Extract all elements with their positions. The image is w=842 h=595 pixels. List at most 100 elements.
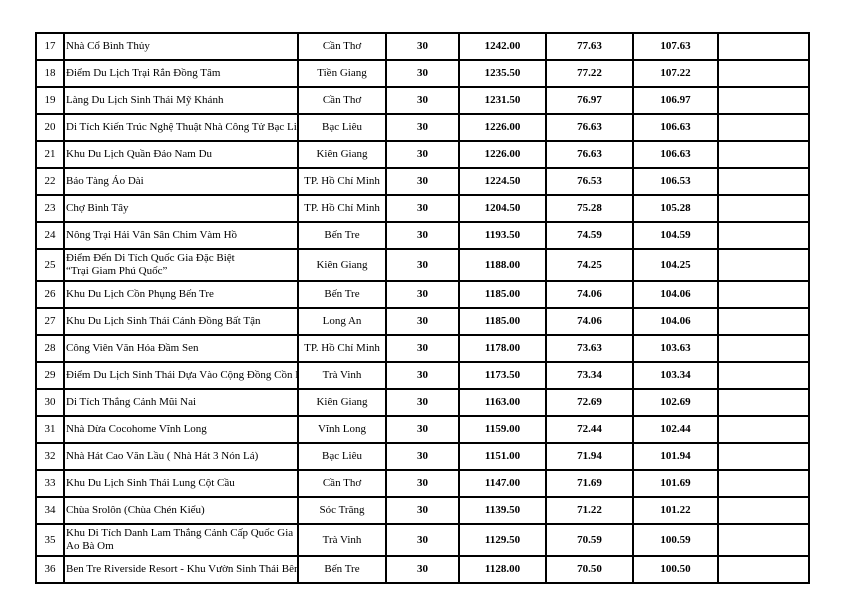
table-row: 25 Điểm Đến Di Tích Quốc Gia Đặc Biệt “T…	[35, 248, 810, 282]
cell-value3: 101.69	[632, 469, 719, 498]
cell-index: 17	[35, 32, 65, 61]
cell-score: 30	[385, 140, 460, 169]
cell-note	[717, 140, 810, 169]
cell-province: Tiền Giang	[297, 59, 387, 88]
cell-value3: 104.59	[632, 221, 719, 250]
cell-note	[717, 523, 810, 557]
cell-name: Điểm Đến Di Tích Quốc Gia Đặc Biệt “Trại…	[63, 248, 299, 282]
cell-score: 30	[385, 280, 460, 309]
table-row: 35 Khu Di Tích Danh Lam Thắng Cảnh Cấp Q…	[35, 523, 810, 557]
cell-value1: 1159.00	[458, 415, 547, 444]
cell-index: 32	[35, 442, 65, 471]
cell-note	[717, 442, 810, 471]
cell-value1: 1235.50	[458, 59, 547, 88]
table-row: 17 Nhà Cổ Bình Thủy Cần Thơ 30 1242.00 7…	[35, 32, 810, 61]
cell-value2: 76.97	[545, 86, 634, 115]
cell-province: Trà Vinh	[297, 523, 387, 557]
cell-name: Chùa Srolôn (Chùa Chén Kiểu)	[63, 496, 299, 525]
cell-value3: 106.53	[632, 167, 719, 196]
cell-index: 25	[35, 248, 65, 282]
cell-name: Nhà Hát Cao Văn Lầu ( Nhà Hát 3 Nón Lá)	[63, 442, 299, 471]
table-row: 26 Khu Du Lịch Cồn Phụng Bến Tre Bến Tre…	[35, 280, 810, 309]
cell-value2: 77.22	[545, 59, 634, 88]
cell-value2: 72.69	[545, 388, 634, 417]
cell-province: TP. Hồ Chí Minh	[297, 167, 387, 196]
table-row: 36 Ben Tre Riverside Resort - Khu Vườn S…	[35, 555, 810, 584]
cell-name: Điểm Du Lịch Sinh Thái Dựa Vào Cộng Đồng…	[63, 361, 299, 390]
cell-score: 30	[385, 442, 460, 471]
cell-name: Di Tích Thắng Cảnh Mũi Nai	[63, 388, 299, 417]
cell-score: 30	[385, 555, 460, 584]
cell-value2: 74.06	[545, 280, 634, 309]
cell-score: 30	[385, 221, 460, 250]
cell-value2: 72.44	[545, 415, 634, 444]
cell-value1: 1185.00	[458, 307, 547, 336]
table-row: 30 Di Tích Thắng Cảnh Mũi Nai Kiên Giang…	[35, 388, 810, 417]
table-row: 31 Nhà Dừa Cocohome Vĩnh Long Vĩnh Long …	[35, 415, 810, 444]
cell-note	[717, 221, 810, 250]
table-row: 32 Nhà Hát Cao Văn Lầu ( Nhà Hát 3 Nón L…	[35, 442, 810, 471]
cell-value2: 70.59	[545, 523, 634, 557]
cell-name: Điểm Du Lịch Trại Rắn Đồng Tâm	[63, 59, 299, 88]
cell-note	[717, 248, 810, 282]
cell-index: 31	[35, 415, 65, 444]
cell-value3: 106.63	[632, 140, 719, 169]
cell-value3: 107.22	[632, 59, 719, 88]
cell-score: 30	[385, 248, 460, 282]
cell-index: 20	[35, 113, 65, 142]
cell-note	[717, 555, 810, 584]
cell-index: 22	[35, 167, 65, 196]
cell-value2: 75.28	[545, 194, 634, 223]
cell-name: Khu Du Lịch Sinh Thái Cánh Đồng Bất Tận	[63, 307, 299, 336]
cell-name: Khu Du Lịch Sinh Thái Lung Cột Cầu	[63, 469, 299, 498]
cell-province: Long An	[297, 307, 387, 336]
table-row: 22 Bảo Tàng Áo Dài TP. Hồ Chí Minh 30 12…	[35, 167, 810, 196]
cell-index: 27	[35, 307, 65, 336]
cell-score: 30	[385, 32, 460, 61]
cell-province: Trà Vinh	[297, 361, 387, 390]
cell-index: 34	[35, 496, 65, 525]
cell-value1: 1129.50	[458, 523, 547, 557]
cell-name: Ben Tre Riverside Resort - Khu Vườn Sinh…	[63, 555, 299, 584]
cell-note	[717, 86, 810, 115]
cell-value1: 1226.00	[458, 113, 547, 142]
cell-province: Cần Thơ	[297, 32, 387, 61]
cell-index: 24	[35, 221, 65, 250]
cell-value3: 104.06	[632, 307, 719, 336]
table-row: 19 Làng Du Lịch Sinh Thái Mỹ Khánh Cần T…	[35, 86, 810, 115]
cell-value1: 1128.00	[458, 555, 547, 584]
cell-name: Chợ Bình Tây	[63, 194, 299, 223]
table-row: 29 Điểm Du Lịch Sinh Thái Dựa Vào Cộng Đ…	[35, 361, 810, 390]
cell-value2: 71.22	[545, 496, 634, 525]
cell-province: Cần Thơ	[297, 86, 387, 115]
cell-value3: 100.50	[632, 555, 719, 584]
cell-value1: 1163.00	[458, 388, 547, 417]
cell-name: Nông Trại Hải Vân Sân Chim Vàm Hồ	[63, 221, 299, 250]
cell-value3: 105.28	[632, 194, 719, 223]
cell-value3: 106.97	[632, 86, 719, 115]
table-row: 20 Di Tích Kiến Trúc Nghệ Thuật Nhà Công…	[35, 113, 810, 142]
cell-province: Sóc Trăng	[297, 496, 387, 525]
cell-province: Kiên Giang	[297, 388, 387, 417]
table-row: 34 Chùa Srolôn (Chùa Chén Kiểu) Sóc Trăn…	[35, 496, 810, 525]
cell-name: Công Viên Văn Hóa Đầm Sen	[63, 334, 299, 363]
cell-value1: 1204.50	[458, 194, 547, 223]
cell-score: 30	[385, 361, 460, 390]
cell-note	[717, 32, 810, 61]
cell-name: Bảo Tàng Áo Dài	[63, 167, 299, 196]
cell-index: 33	[35, 469, 65, 498]
cell-index: 28	[35, 334, 65, 363]
cell-value1: 1188.00	[458, 248, 547, 282]
cell-note	[717, 334, 810, 363]
cell-value2: 74.06	[545, 307, 634, 336]
cell-note	[717, 307, 810, 336]
cell-value3: 102.69	[632, 388, 719, 417]
cell-index: 30	[35, 388, 65, 417]
cell-value3: 102.44	[632, 415, 719, 444]
cell-province: Kiên Giang	[297, 248, 387, 282]
cell-value3: 107.63	[632, 32, 719, 61]
cell-score: 30	[385, 523, 460, 557]
cell-note	[717, 280, 810, 309]
cell-province: Bến Tre	[297, 280, 387, 309]
cell-score: 30	[385, 469, 460, 498]
